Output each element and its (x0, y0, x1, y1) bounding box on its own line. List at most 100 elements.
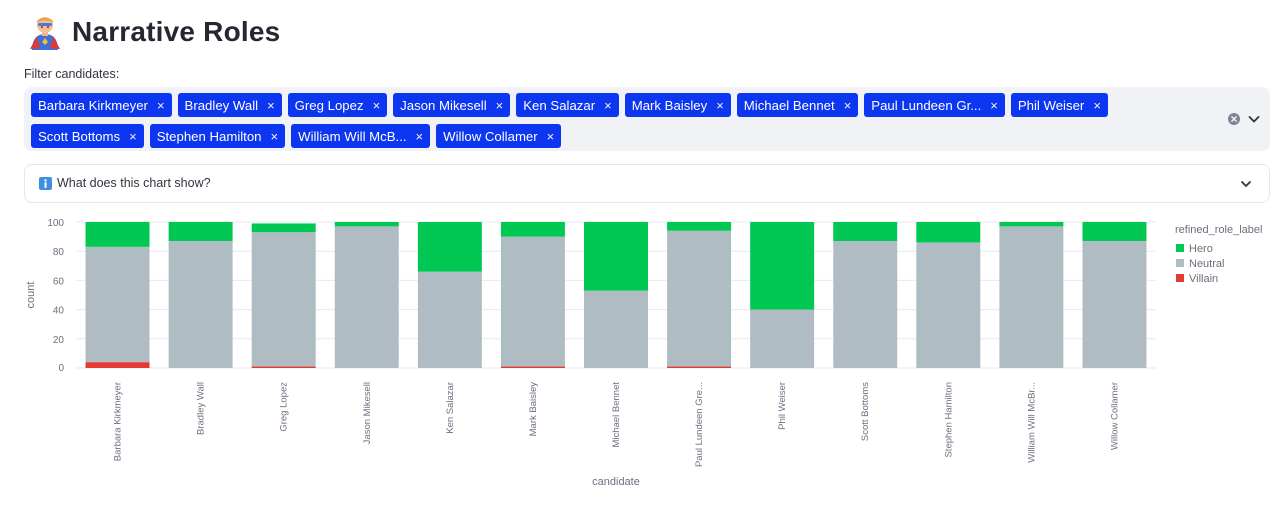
chip-label: Phil Weiser (1017, 97, 1085, 113)
chip-label: Paul Lundeen Gr... (871, 97, 982, 113)
page-header: Narrative Roles (28, 14, 280, 50)
remove-chip-icon[interactable]: × (1093, 97, 1101, 113)
x-tick-label: Jason Mikesell (362, 382, 373, 444)
chip-label: Michael Bennet (743, 97, 835, 113)
candidate-chip[interactable]: William Will McB... × (291, 124, 431, 148)
x-tick-label: Stephen Hamilton (943, 382, 954, 458)
remove-chip-icon[interactable]: × (129, 128, 137, 144)
bar-hero (251, 223, 316, 233)
x-tick-label: Willow Collamer (1109, 382, 1120, 450)
bar-neutral (833, 240, 898, 368)
narrative-roles-chart: 0 20 40 60 80 100 Barbara Kirkmeyer Bradley Wal… (25, 218, 1262, 488)
bar-neutral (251, 232, 316, 367)
bar-neutral (584, 290, 648, 368)
bar-neutral (500, 236, 565, 367)
bar-neutral (85, 246, 150, 363)
chevron-down-icon[interactable] (1246, 111, 1262, 127)
x-tick-label: Paul Lundeen Gre... (694, 382, 705, 467)
legend-item-villain: Villain (1189, 273, 1218, 285)
bar-neutral (916, 242, 981, 368)
candidate-chip[interactable]: Greg Lopez × (287, 93, 388, 117)
bar-hero (667, 222, 732, 231)
bar-hero (334, 222, 399, 227)
bar-hero (916, 222, 981, 243)
bar-hero (999, 222, 1064, 227)
bar-neutral (334, 226, 399, 368)
bar-hero (1082, 222, 1147, 241)
candidate-chip[interactable]: Willow Collamer × (436, 124, 562, 148)
chip-label: Scott Bottoms (38, 128, 121, 144)
bar-hero (168, 222, 233, 241)
bar-neutral (1082, 240, 1147, 368)
bar-villain (667, 366, 732, 368)
bar-neutral (999, 226, 1064, 368)
x-tick-label: Ken Salazar (445, 382, 456, 434)
x-tick-label: Greg Lopez (279, 382, 290, 432)
bar-hero (500, 222, 565, 237)
legend-swatch-villain (1176, 274, 1184, 282)
y-tick-label: 0 (58, 363, 64, 374)
candidate-chip[interactable]: Paul Lundeen Gr... × (864, 93, 1005, 117)
x-tick-label: Barbara Kirkmeyer (113, 382, 124, 461)
bar-villain (500, 366, 565, 368)
x-tick-label: Bradley Wall (196, 382, 207, 435)
bar-hero (584, 222, 648, 291)
legend-item-neutral: Neutral (1189, 258, 1224, 270)
remove-chip-icon[interactable]: × (267, 97, 275, 113)
chip-label: Bradley Wall (184, 97, 259, 113)
legend-swatch-neutral (1176, 259, 1184, 267)
x-tick-label: William Will McBr... (1026, 382, 1037, 463)
remove-chip-icon[interactable]: × (843, 97, 852, 113)
bar-hero (85, 222, 150, 247)
chart-info-expander[interactable]: What does this chart show? (24, 164, 1270, 203)
remove-chip-icon[interactable]: × (495, 97, 504, 113)
remove-chip-icon[interactable]: × (716, 97, 724, 113)
x-tick-label: Michael Bennet (611, 382, 622, 448)
bar-villain (85, 362, 150, 368)
candidate-chip[interactable]: Michael Bennet × (736, 93, 859, 117)
chip-label: Stephen Hamilton (156, 128, 262, 144)
chip-label: Mark Baisley (631, 97, 708, 113)
remove-chip-icon[interactable]: × (270, 128, 279, 144)
y-tick-label: 20 (53, 335, 65, 346)
candidate-chip[interactable]: Bradley Wall × (177, 93, 282, 117)
candidate-chip[interactable]: Mark Baisley × (624, 93, 731, 117)
y-axis-title: count (25, 282, 37, 309)
x-tick-label: Phil Weiser (777, 382, 788, 430)
candidate-chip[interactable]: Stephen Hamilton × (149, 124, 286, 148)
page-title: Narrative Roles (72, 16, 281, 47)
legend-swatch-hero (1176, 244, 1184, 252)
x-tick-label: Mark Baisley (528, 382, 539, 437)
remove-chip-icon[interactable]: × (990, 97, 998, 113)
chip-label: Jason Mikesell (400, 97, 487, 113)
legend-title: refined_role_label (1175, 224, 1262, 236)
expander-label: What does this chart show? (57, 176, 211, 190)
chip-label: Willow Collamer (443, 128, 538, 144)
candidate-chip[interactable]: Jason Mikesell × (393, 93, 511, 117)
chip-label: Greg Lopez (294, 97, 364, 113)
remove-chip-icon[interactable]: × (546, 128, 555, 144)
remove-chip-icon[interactable]: × (156, 97, 165, 113)
chip-label: Ken Salazar (523, 97, 596, 113)
candidate-chip[interactable]: Scott Bottoms × (31, 124, 144, 148)
candidate-chip[interactable]: Ken Salazar × (516, 93, 619, 117)
bar-neutral (667, 230, 732, 367)
chip-label: William Will McB... (298, 128, 407, 144)
selected-chips: Barbara Kirkmeyer × Bradley Wall × Greg Lope… (31, 93, 1211, 148)
candidate-multiselect[interactable]: Barbara Kirkmeyer × Bradley Wall × Greg Lope… (24, 87, 1270, 151)
candidate-chip[interactable]: Phil Weiser × (1010, 93, 1108, 117)
remove-chip-icon[interactable]: × (372, 97, 381, 113)
remove-chip-icon[interactable]: × (604, 97, 612, 113)
candidate-chip[interactable]: Barbara Kirkmeyer × (31, 93, 172, 117)
chip-label: Barbara Kirkmeyer (38, 97, 148, 113)
clear-all-icon[interactable] (1228, 113, 1240, 125)
bar-neutral (750, 309, 815, 368)
bar-villain (251, 366, 316, 368)
y-tick-label: 40 (53, 306, 65, 317)
bar-neutral (168, 240, 233, 368)
remove-chip-icon[interactable]: × (415, 128, 424, 144)
chevron-down-icon[interactable] (1238, 176, 1254, 192)
bar-hero (417, 222, 482, 272)
filter-label: Filter candidates: (24, 67, 120, 81)
x-axis-title: candidate (592, 476, 640, 488)
